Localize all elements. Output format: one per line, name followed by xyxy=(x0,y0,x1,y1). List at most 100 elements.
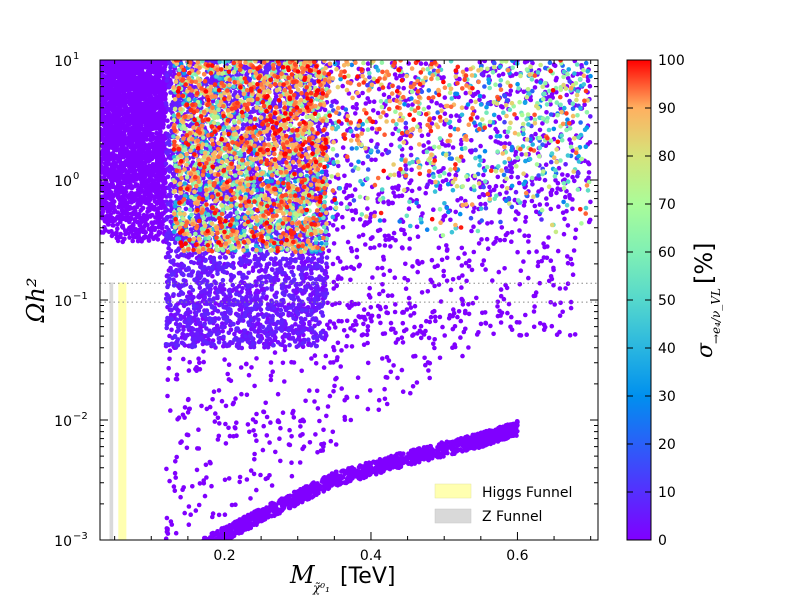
scatter-point xyxy=(142,234,148,239)
scatter-point xyxy=(173,459,178,464)
scatter-point xyxy=(553,77,559,83)
scatter-point xyxy=(335,340,341,346)
scatter-point xyxy=(331,360,336,365)
scatter-point xyxy=(409,167,414,173)
scatter-point xyxy=(127,235,132,240)
scatter-point xyxy=(410,384,416,389)
scatter-point xyxy=(458,335,463,340)
scatter-point xyxy=(111,116,117,121)
scatter-point xyxy=(508,432,514,437)
scatter-point xyxy=(148,214,153,219)
scatter-point xyxy=(491,331,496,337)
scatter-point xyxy=(251,428,256,433)
scatter-point xyxy=(154,233,159,239)
scatter-point xyxy=(116,234,122,239)
scatter-point xyxy=(106,171,112,176)
scatter-point xyxy=(381,92,387,97)
scatter-point xyxy=(315,406,321,411)
scatter-point xyxy=(158,163,163,169)
scatter-point xyxy=(515,429,520,434)
scatter-point xyxy=(111,153,116,158)
scatter-point xyxy=(202,549,207,554)
scatter-point xyxy=(197,360,202,366)
scatter-point xyxy=(232,519,238,525)
scatter-point xyxy=(201,549,206,554)
scatter-point xyxy=(158,90,164,96)
scatter-point xyxy=(567,137,572,142)
scatter-point xyxy=(117,138,122,143)
scatter-point xyxy=(505,310,510,316)
scatter-point xyxy=(248,496,253,501)
scatter-point xyxy=(393,330,398,336)
scatter-point xyxy=(460,302,466,307)
scatter-point xyxy=(211,541,216,546)
scatter-point xyxy=(127,129,133,135)
scatter-point xyxy=(325,404,331,409)
scatter-point xyxy=(269,483,275,488)
scatter-point xyxy=(139,207,144,212)
scatter-point xyxy=(344,395,350,401)
scatter-point xyxy=(174,376,180,382)
scatter-point xyxy=(159,185,165,190)
scatter-point xyxy=(207,542,212,547)
scatter-point xyxy=(109,70,114,75)
scatter-point xyxy=(333,325,338,330)
scatter-point xyxy=(537,127,543,133)
scatter-point xyxy=(253,487,259,493)
scatter-point xyxy=(117,111,123,116)
scatter-point xyxy=(100,209,106,215)
scatter-point xyxy=(153,140,158,146)
scatter-point xyxy=(100,113,105,119)
scatter-point xyxy=(210,542,215,547)
scatter-point xyxy=(431,207,436,212)
scatter-point xyxy=(169,522,175,527)
scatter-point xyxy=(463,90,469,96)
scatter-point xyxy=(210,397,215,402)
scatter-point xyxy=(321,475,326,481)
scatter-point xyxy=(245,512,251,518)
scatter-point xyxy=(482,439,488,444)
scatter-point xyxy=(500,71,506,77)
scatter-point xyxy=(333,442,339,447)
scatter-point xyxy=(368,305,374,310)
scatter-point xyxy=(178,494,183,500)
scatter-point xyxy=(132,191,138,197)
scatter-point xyxy=(453,209,459,215)
scatter-point xyxy=(136,173,142,179)
scatter-point xyxy=(142,175,147,180)
scatter-point xyxy=(521,259,526,264)
scatter-point xyxy=(128,185,134,190)
scatter-point xyxy=(148,206,153,212)
scatter-point xyxy=(105,64,110,69)
scatter-point xyxy=(462,251,467,256)
scatter-point xyxy=(441,166,446,171)
scatter-point xyxy=(160,222,165,228)
scatter-point xyxy=(454,446,460,452)
scatter-point xyxy=(397,457,402,463)
scatter-point xyxy=(487,435,493,441)
scatter-point xyxy=(147,130,153,136)
scatter-point xyxy=(114,188,120,194)
scatter-point xyxy=(120,99,126,104)
scatter-point xyxy=(110,60,115,64)
scatter-point xyxy=(326,484,332,489)
scatter-point xyxy=(300,417,306,423)
scatter-point xyxy=(450,446,455,452)
scatter-point xyxy=(115,193,121,198)
scatter-point xyxy=(164,466,169,472)
scatter-point xyxy=(203,541,208,546)
scatter-point xyxy=(287,504,293,509)
scatter-point xyxy=(393,238,398,243)
scatter-point xyxy=(434,100,440,106)
scatter-point xyxy=(119,116,125,122)
scatter-point xyxy=(375,110,381,116)
scatter-point xyxy=(255,520,260,525)
scatter-point xyxy=(115,226,120,232)
scatter-point xyxy=(223,441,229,446)
scatter-point xyxy=(100,151,104,156)
scatter-point xyxy=(184,445,190,451)
scatter-point xyxy=(121,160,127,166)
scatter-point xyxy=(254,512,260,518)
scatter-point xyxy=(476,445,482,451)
scatter-point xyxy=(106,146,111,152)
